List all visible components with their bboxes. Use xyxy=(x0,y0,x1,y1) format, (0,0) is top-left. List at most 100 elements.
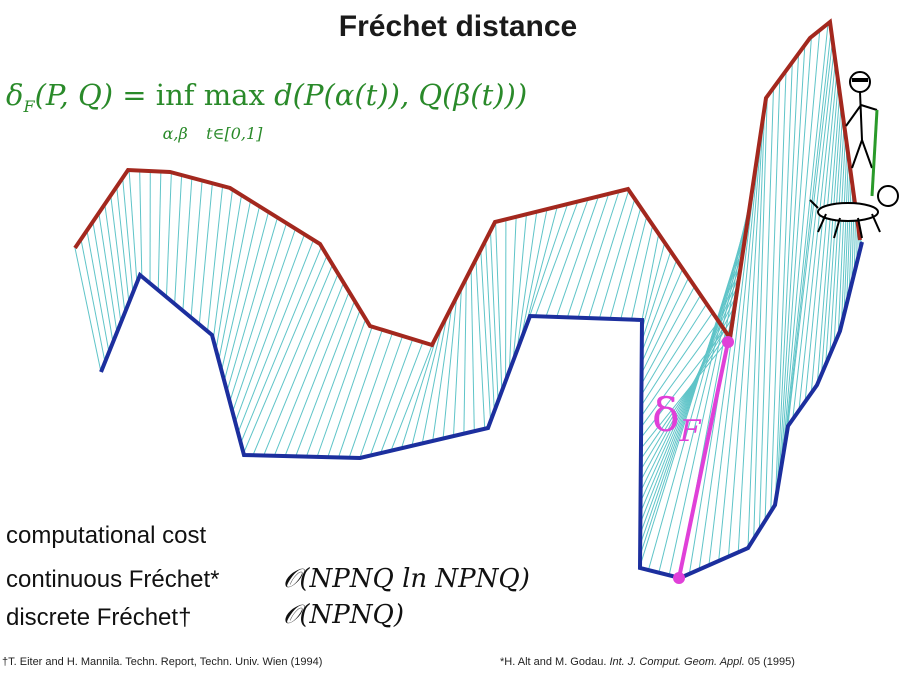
continuous-complexity: 𝒪(NPNQ ln NPNQ) xyxy=(283,564,530,594)
leash-line xyxy=(641,242,666,331)
leash-line xyxy=(516,211,538,352)
leash-line xyxy=(837,145,848,336)
discrete-complexity: 𝒪(NPNQ) xyxy=(283,600,404,630)
leash-line xyxy=(240,246,322,444)
leash-line xyxy=(846,176,852,305)
leash-line xyxy=(641,286,696,385)
leash-line xyxy=(80,239,106,363)
leash-line xyxy=(520,208,548,342)
leash-line xyxy=(747,106,766,548)
leash-line xyxy=(840,155,849,326)
leash-line xyxy=(792,50,835,420)
leash-line xyxy=(316,318,367,458)
leash-line xyxy=(647,211,750,571)
leash-line xyxy=(232,228,296,413)
leash-line xyxy=(263,273,339,456)
reference-eiter: †T. Eiter and H. Mannila. Techn. Report,… xyxy=(2,656,323,668)
leash-line xyxy=(226,217,278,392)
leash-line xyxy=(512,214,527,362)
leash-line xyxy=(588,189,630,319)
leash-line xyxy=(798,61,836,411)
leash-line xyxy=(770,70,787,512)
leash-line xyxy=(411,325,443,446)
leash-line xyxy=(400,334,438,449)
leash-line xyxy=(641,268,684,364)
leash-line xyxy=(165,172,172,298)
leash-line xyxy=(640,315,734,471)
leash-line xyxy=(122,177,134,293)
leash-line xyxy=(640,294,737,492)
leash-line xyxy=(609,207,642,319)
delta-endpoint-bottom xyxy=(673,572,685,584)
leash-line xyxy=(776,53,800,492)
leash-line xyxy=(359,335,404,459)
leash-line xyxy=(380,342,424,454)
reference-alt-journal: Int. J. Comput. Geom. Appl. xyxy=(609,656,745,668)
leash-line xyxy=(475,259,486,429)
leash-line xyxy=(337,329,383,458)
leash-line xyxy=(630,225,654,320)
leash-line xyxy=(229,222,287,402)
cost-heading: computational cost xyxy=(6,522,207,549)
leash-line xyxy=(829,124,845,355)
leash-line xyxy=(758,87,775,530)
leash-line xyxy=(157,171,162,291)
leash-line xyxy=(116,186,130,303)
reference-alt-authors: *H. Alt and M. Godau. xyxy=(500,656,610,668)
leash-line xyxy=(787,40,834,429)
curve-q xyxy=(99,241,864,581)
reference-alt-year: 05 (1995) xyxy=(744,656,795,668)
leash-line xyxy=(348,332,393,458)
leash-line xyxy=(139,170,143,277)
leash-line xyxy=(640,305,736,481)
delta-endpoint-top xyxy=(722,336,734,348)
dog-figure xyxy=(809,185,899,239)
leash-line xyxy=(174,175,183,304)
leash-line xyxy=(284,291,350,457)
leash-line xyxy=(640,312,714,417)
leash-line xyxy=(221,206,260,371)
leash-line xyxy=(577,191,620,318)
leash-line xyxy=(212,189,233,340)
leash-line xyxy=(783,23,829,450)
max-subscript: t∈[0,1] xyxy=(206,124,263,143)
leash-line xyxy=(442,296,458,439)
leash-line xyxy=(785,29,832,440)
leash-line xyxy=(778,44,806,482)
leash-line xyxy=(218,200,251,361)
leash-line xyxy=(110,195,126,313)
leash-line xyxy=(215,195,242,351)
leash-line xyxy=(198,183,213,325)
leash-line xyxy=(534,201,579,317)
leash-line xyxy=(390,343,433,451)
leash-line xyxy=(495,221,503,392)
frechet-distance-segment xyxy=(677,341,730,579)
leash-line xyxy=(485,240,495,412)
leash-line xyxy=(774,62,793,503)
delta-f-label: δF xyxy=(652,388,701,449)
leash-line xyxy=(98,212,118,333)
leash-line xyxy=(74,247,102,373)
leash-line xyxy=(640,336,731,449)
leash-line xyxy=(508,216,517,372)
leash-line xyxy=(190,180,203,318)
leash-line xyxy=(825,113,844,365)
leash-line xyxy=(708,148,759,566)
inf-subscript: α,β xyxy=(162,124,188,143)
leash-line xyxy=(566,193,610,318)
leash-line xyxy=(527,203,569,322)
leash-line xyxy=(545,198,589,317)
leash-line xyxy=(489,230,499,402)
leash-line xyxy=(452,287,462,437)
leash-line xyxy=(640,294,702,396)
leash-line xyxy=(639,242,745,545)
leash-line xyxy=(640,284,739,503)
page-title: Fréchet distance xyxy=(338,10,578,43)
continuous-label: continuous Fréchet* xyxy=(6,566,220,593)
leash-line xyxy=(295,300,356,457)
leash-line xyxy=(640,303,708,406)
leash-line xyxy=(252,264,334,456)
leash-line xyxy=(764,79,781,521)
leash-line xyxy=(470,268,475,432)
